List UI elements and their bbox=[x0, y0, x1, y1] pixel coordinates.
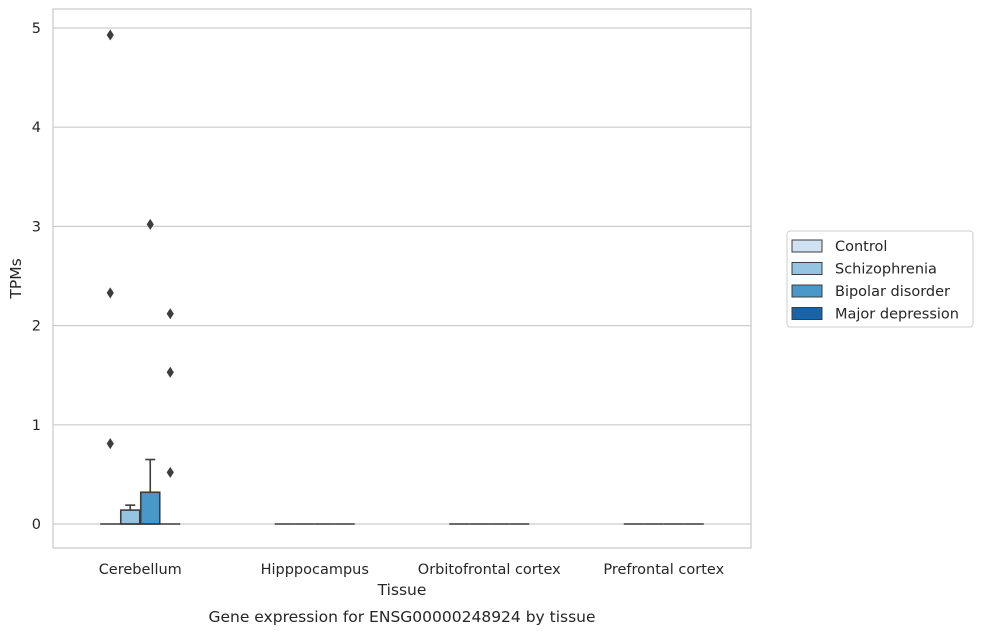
box-bipolar-disorder bbox=[139, 218, 161, 525]
legend-swatch bbox=[791, 284, 823, 298]
legend-label: Schizophrenia bbox=[835, 262, 937, 278]
outlier-point bbox=[106, 29, 114, 41]
x-tick-label: Prefrontal cortex bbox=[603, 562, 724, 578]
y-tick-label: 0 bbox=[32, 517, 41, 533]
box-plot-marks bbox=[100, 29, 704, 525]
legend-swatch bbox=[791, 262, 823, 275]
y-tick-label: 3 bbox=[32, 219, 41, 235]
box-major-depression bbox=[160, 308, 181, 525]
x-tick-label: Orbitofrontal cortex bbox=[418, 562, 561, 578]
outlier-point bbox=[166, 366, 174, 378]
legend-swatch bbox=[791, 307, 823, 320]
box-control bbox=[100, 29, 121, 525]
axis-ticks: 0 1 2 3 4 5 Cerebellum Hipppocampus Orbitofronta… bbox=[32, 21, 725, 578]
outlier-point bbox=[106, 287, 114, 299]
y-tick-label: 4 bbox=[32, 120, 41, 136]
legend-frame bbox=[786, 230, 974, 328]
x-tick-label: Hipppocampus bbox=[261, 562, 369, 578]
outlier-point bbox=[166, 308, 174, 320]
y-axis-title: TPMs bbox=[7, 258, 25, 299]
x-axis-title: Tissue bbox=[377, 581, 427, 599]
outlier-point bbox=[146, 218, 154, 230]
box-body bbox=[119, 509, 141, 525]
outlier-point bbox=[106, 438, 114, 450]
legend: Control Schizophrenia Bipolar disorder Majo… bbox=[786, 230, 974, 328]
x-tick-label: Cerebellum bbox=[99, 562, 182, 578]
grid-lines bbox=[53, 27, 751, 525]
y-tick-label: 1 bbox=[32, 418, 41, 434]
y-tick-label: 2 bbox=[32, 319, 41, 335]
outlier-point bbox=[166, 466, 174, 478]
box-body bbox=[139, 491, 161, 525]
legend-swatch bbox=[791, 239, 823, 253]
plot-frame bbox=[52, 8, 752, 549]
legend-label: Major depression bbox=[835, 307, 959, 323]
chart-caption: Gene expression for ENSG00000248924 by t… bbox=[208, 608, 595, 626]
box-schizophrenia bbox=[119, 504, 141, 525]
legend-label: Control bbox=[835, 239, 887, 255]
y-tick-label: 5 bbox=[32, 21, 41, 37]
legend-label: Bipolar disorder bbox=[835, 284, 950, 300]
